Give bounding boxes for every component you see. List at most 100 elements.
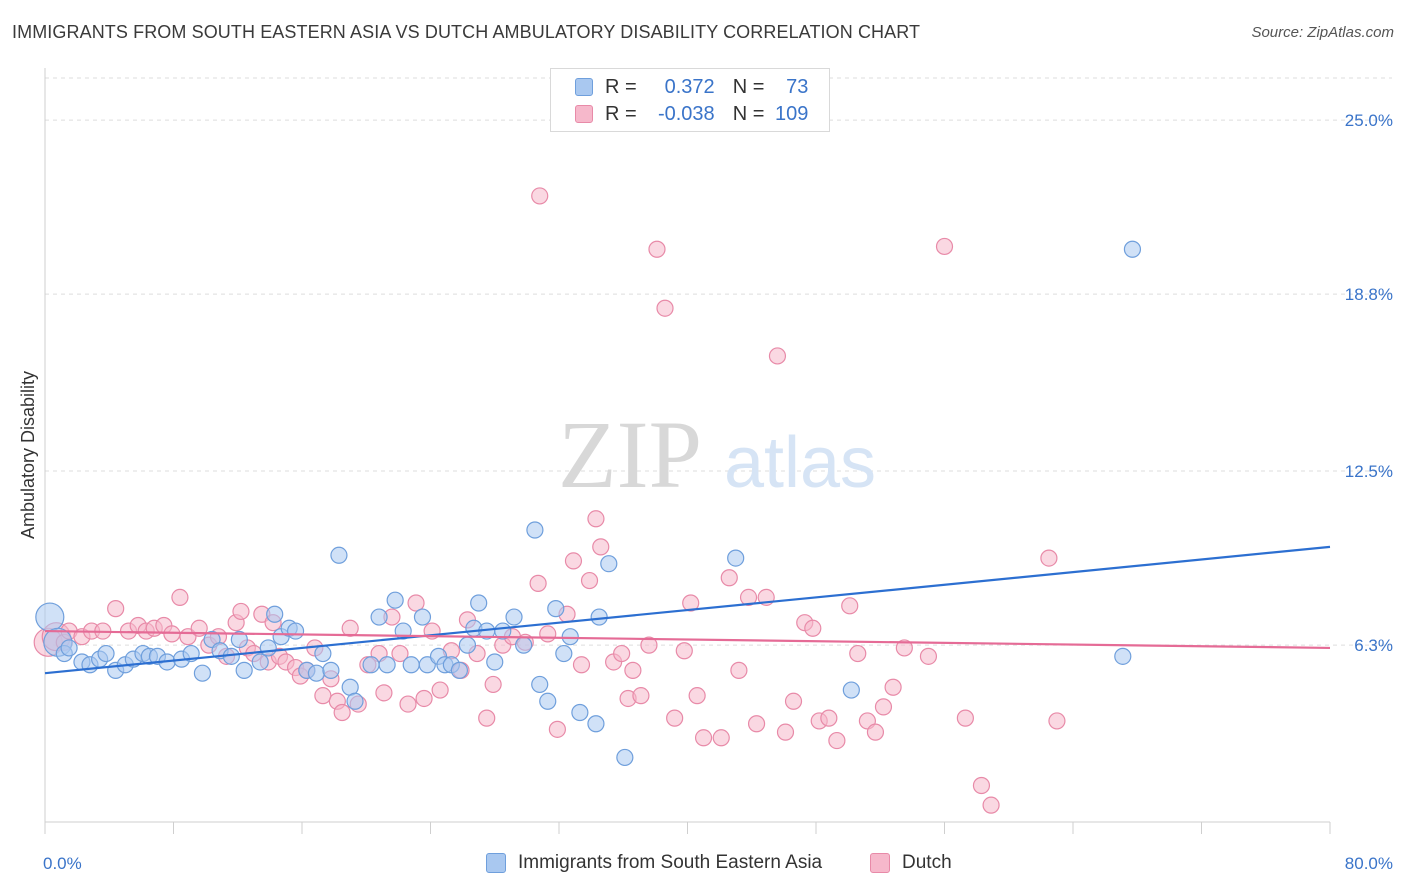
dutch-point xyxy=(407,594,425,612)
dutch-point xyxy=(232,602,250,621)
dutch-point xyxy=(694,729,713,747)
dutch-point xyxy=(624,661,642,679)
trend-line-sea xyxy=(44,545,1331,675)
dutch-point xyxy=(548,720,566,738)
series-legend-label-dutch: Dutch xyxy=(902,852,952,873)
sea-point xyxy=(842,681,860,699)
dutch-point xyxy=(747,715,766,733)
dutch-point xyxy=(866,723,885,741)
sea-point xyxy=(35,602,65,632)
series-legend-label-sea: Immigrants from South Eastern Asia xyxy=(518,852,823,873)
y-tick-label: 12.5% xyxy=(1345,462,1393,481)
legend-r-label: R = xyxy=(605,102,637,125)
sea-point xyxy=(322,661,340,679)
legend-r-value-dutch: -0.038 xyxy=(657,102,715,125)
legend-swatch-sea xyxy=(575,78,593,96)
dutch-point xyxy=(675,642,693,660)
sea-point xyxy=(307,664,326,682)
sea-point xyxy=(547,600,565,618)
dutch-point xyxy=(529,574,547,592)
sea-point xyxy=(505,608,523,626)
sea-point xyxy=(330,546,348,564)
dutch-point xyxy=(849,644,867,663)
axis-layer xyxy=(44,68,1331,834)
dutch-point xyxy=(776,723,795,741)
sea-point xyxy=(486,653,504,671)
sea-point xyxy=(413,608,432,626)
dutch-point xyxy=(531,187,549,205)
sea-point xyxy=(402,656,420,674)
dutch-point xyxy=(784,692,803,710)
dutch-point xyxy=(956,709,974,727)
dutch-point xyxy=(1048,712,1066,730)
dutch-point xyxy=(572,656,591,674)
dutch-point xyxy=(982,796,1000,814)
dutch-point xyxy=(874,698,893,716)
series-legend-swatch-sea xyxy=(486,853,506,873)
legend-n-value-dutch: 109 xyxy=(775,102,809,125)
dutch-point xyxy=(564,552,583,570)
dutch-point xyxy=(391,644,409,663)
sea-point xyxy=(60,639,78,657)
series-dutch-points xyxy=(33,187,1066,814)
dutch-point xyxy=(666,709,684,727)
sea-point xyxy=(97,644,115,663)
dutch-point xyxy=(1040,549,1058,567)
series-sea-points xyxy=(35,240,1142,767)
tick-labels: 6.3% 12.5% 18.8% 25.0% 0.0% 80.0% xyxy=(43,111,1393,873)
sea-point xyxy=(470,594,488,612)
dutch-point xyxy=(341,619,359,637)
sea-point xyxy=(346,692,364,710)
series-legend: Immigrants from South Eastern Asia Dutch xyxy=(0,852,1406,878)
source-label: Source: ZipAtlas.com xyxy=(1251,24,1394,41)
sea-point xyxy=(561,628,579,646)
dutch-point xyxy=(828,731,846,750)
dutch-point xyxy=(171,588,189,606)
dutch-point xyxy=(314,687,332,705)
sea-point xyxy=(458,636,477,654)
dutch-point xyxy=(580,571,599,590)
dutch-point xyxy=(613,644,631,663)
legend-r-value-sea: 0.372 xyxy=(664,75,715,98)
dutch-point xyxy=(972,776,991,795)
sea-point xyxy=(531,675,549,694)
dutch-point xyxy=(730,661,748,679)
sea-point xyxy=(590,608,608,626)
legend-swatch-dutch xyxy=(575,105,593,123)
dutch-point xyxy=(688,687,706,705)
dutch-point xyxy=(375,684,393,702)
sea-point xyxy=(526,521,544,539)
sea-point xyxy=(450,661,469,679)
dutch-point xyxy=(640,636,658,654)
sea-point xyxy=(193,664,212,682)
legend-row-sea: R = 0.372 N = 73 xyxy=(575,75,808,99)
series-legend-item-dutch[interactable]: Dutch xyxy=(870,852,952,874)
dutch-point xyxy=(592,538,610,556)
dutch-point xyxy=(399,695,417,713)
dutch-point xyxy=(656,299,674,317)
sea-point xyxy=(235,661,253,679)
sea-point xyxy=(251,653,269,671)
dutch-point xyxy=(648,240,666,258)
dutch-point xyxy=(632,687,650,705)
sea-point xyxy=(571,703,589,722)
legend-n-label: N = xyxy=(732,75,765,98)
sea-point xyxy=(616,748,634,767)
legend-row-dutch: R = -0.038 N = 109 xyxy=(575,102,808,126)
y-tick-label: 6.3% xyxy=(1354,636,1393,655)
sea-point xyxy=(539,692,557,710)
dutch-point xyxy=(895,639,913,657)
sea-point xyxy=(362,656,380,674)
dutch-point xyxy=(768,347,787,365)
dutch-point xyxy=(107,600,125,618)
dutch-point xyxy=(739,588,758,606)
series-legend-item-sea[interactable]: Immigrants from South Eastern Asia xyxy=(486,852,822,874)
sea-point xyxy=(259,639,277,657)
sea-point xyxy=(230,630,248,649)
dutch-point xyxy=(841,597,859,615)
dutch-point xyxy=(333,703,351,722)
sea-point xyxy=(314,644,332,663)
sea-point xyxy=(1123,240,1142,258)
dutch-point xyxy=(682,594,700,612)
y-axis-label: Ambulatory Disability xyxy=(18,371,38,539)
